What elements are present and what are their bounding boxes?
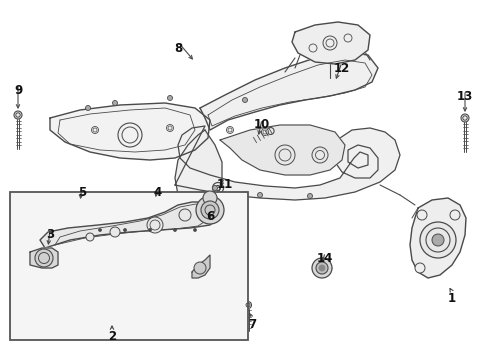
Circle shape (110, 227, 120, 237)
Circle shape (323, 36, 337, 50)
Circle shape (85, 105, 91, 111)
Text: 9: 9 (14, 84, 22, 96)
Circle shape (243, 98, 247, 103)
Circle shape (213, 185, 218, 190)
Circle shape (316, 262, 328, 274)
Text: 3: 3 (46, 229, 54, 242)
Circle shape (148, 229, 151, 231)
Polygon shape (192, 255, 210, 278)
Text: 13: 13 (457, 90, 473, 103)
Circle shape (92, 126, 98, 134)
Circle shape (450, 210, 460, 220)
Circle shape (167, 125, 173, 131)
Circle shape (267, 127, 274, 135)
Circle shape (194, 229, 196, 231)
Polygon shape (50, 103, 210, 160)
Circle shape (432, 234, 444, 246)
Circle shape (417, 210, 427, 220)
Circle shape (309, 44, 317, 52)
Circle shape (420, 222, 456, 258)
Circle shape (86, 233, 94, 241)
Circle shape (258, 193, 263, 198)
Text: 14: 14 (317, 252, 333, 265)
Polygon shape (30, 248, 58, 268)
Circle shape (168, 95, 172, 100)
Circle shape (147, 217, 163, 233)
Circle shape (196, 196, 224, 224)
Circle shape (201, 201, 219, 219)
Text: 6: 6 (206, 211, 214, 224)
Circle shape (312, 147, 328, 163)
Circle shape (319, 265, 325, 271)
Polygon shape (175, 130, 222, 208)
Text: 8: 8 (174, 41, 182, 54)
Polygon shape (200, 52, 378, 130)
Polygon shape (220, 125, 345, 175)
Circle shape (123, 229, 126, 231)
Polygon shape (410, 198, 466, 278)
Circle shape (173, 229, 176, 231)
Text: 11: 11 (217, 177, 233, 190)
Polygon shape (292, 22, 370, 64)
Circle shape (461, 114, 469, 122)
Circle shape (415, 263, 425, 273)
Circle shape (14, 111, 22, 119)
Text: 2: 2 (108, 330, 116, 343)
Circle shape (98, 229, 101, 231)
Text: 7: 7 (248, 319, 256, 332)
Circle shape (344, 34, 352, 42)
Circle shape (275, 145, 295, 165)
Text: 1: 1 (448, 292, 456, 305)
Circle shape (308, 194, 313, 198)
Circle shape (245, 302, 251, 309)
Circle shape (179, 209, 191, 221)
Circle shape (203, 191, 217, 205)
Circle shape (35, 249, 53, 267)
Circle shape (262, 129, 269, 135)
Circle shape (113, 100, 118, 105)
Text: 5: 5 (78, 186, 86, 199)
Text: 4: 4 (154, 185, 162, 198)
Circle shape (312, 258, 332, 278)
Text: 10: 10 (254, 118, 270, 131)
Circle shape (226, 126, 234, 134)
Circle shape (118, 123, 142, 147)
Bar (10, 192, 248, 340)
Polygon shape (40, 202, 218, 248)
Text: 12: 12 (334, 62, 350, 75)
Polygon shape (175, 126, 400, 200)
Circle shape (194, 262, 206, 274)
